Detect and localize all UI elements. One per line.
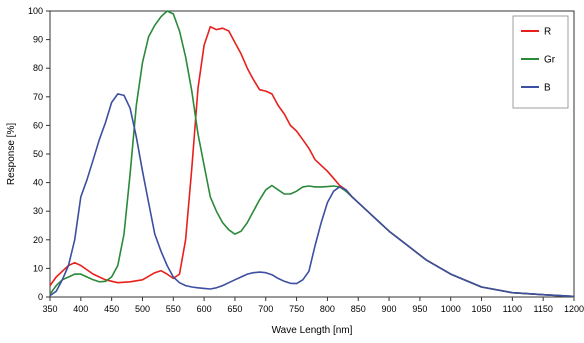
legend-box xyxy=(512,15,569,109)
series-line-b xyxy=(49,93,575,298)
legend-label-b: B xyxy=(544,83,551,94)
y-tick-label: 20 xyxy=(33,235,43,245)
x-tick-label: 800 xyxy=(320,304,335,314)
legend: R Gr B xyxy=(512,15,569,109)
x-tick-label: 350 xyxy=(42,304,57,314)
y-tick-label: 80 xyxy=(33,63,43,73)
y-tick-label: 70 xyxy=(33,92,43,102)
x-tick-label: 450 xyxy=(104,304,119,314)
y-axis-label: Response [%] xyxy=(6,123,17,185)
x-tick-label: 1050 xyxy=(472,304,492,314)
y-tick-label: 100 xyxy=(28,6,43,16)
y-tick-label: 0 xyxy=(38,292,43,302)
legend-label-r: R xyxy=(544,27,551,38)
x-tick-label: 750 xyxy=(289,304,304,314)
x-tick-label: 550 xyxy=(166,304,181,314)
y-tick-label: 40 xyxy=(33,178,43,188)
x-axis-label: Wave Length [nm] xyxy=(272,325,353,336)
y-tick-label: 10 xyxy=(33,263,43,273)
x-tick-label: 850 xyxy=(351,304,366,314)
y-tick-label: 90 xyxy=(33,35,43,45)
x-axis-ticks: 350 400 450 500 550 600 650 700 750 800 850 900 950 1… xyxy=(42,297,584,314)
x-tick-label: 400 xyxy=(73,304,88,314)
x-tick-label: 1100 xyxy=(503,304,522,314)
legend-label-gr: Gr xyxy=(544,55,556,66)
y-tick-label: 50 xyxy=(33,149,43,159)
y-tick-label: 30 xyxy=(33,206,43,216)
x-tick-label: 600 xyxy=(197,304,212,314)
x-tick-label: 950 xyxy=(412,304,427,314)
y-tick-label: 60 xyxy=(33,120,43,130)
y-axis-ticks: 0 10 20 30 40 50 60 70 80 90 100 xyxy=(28,6,50,302)
series-lines xyxy=(49,10,575,298)
x-tick-label: 1000 xyxy=(441,304,461,314)
x-tick-label: 500 xyxy=(135,304,150,314)
x-tick-label: 650 xyxy=(227,304,242,314)
x-tick-label: 700 xyxy=(258,304,273,314)
plot-frame xyxy=(49,10,575,298)
x-tick-label: 1200 xyxy=(564,304,584,314)
x-tick-label: 1150 xyxy=(533,304,552,314)
x-tick-label: 900 xyxy=(382,304,397,314)
